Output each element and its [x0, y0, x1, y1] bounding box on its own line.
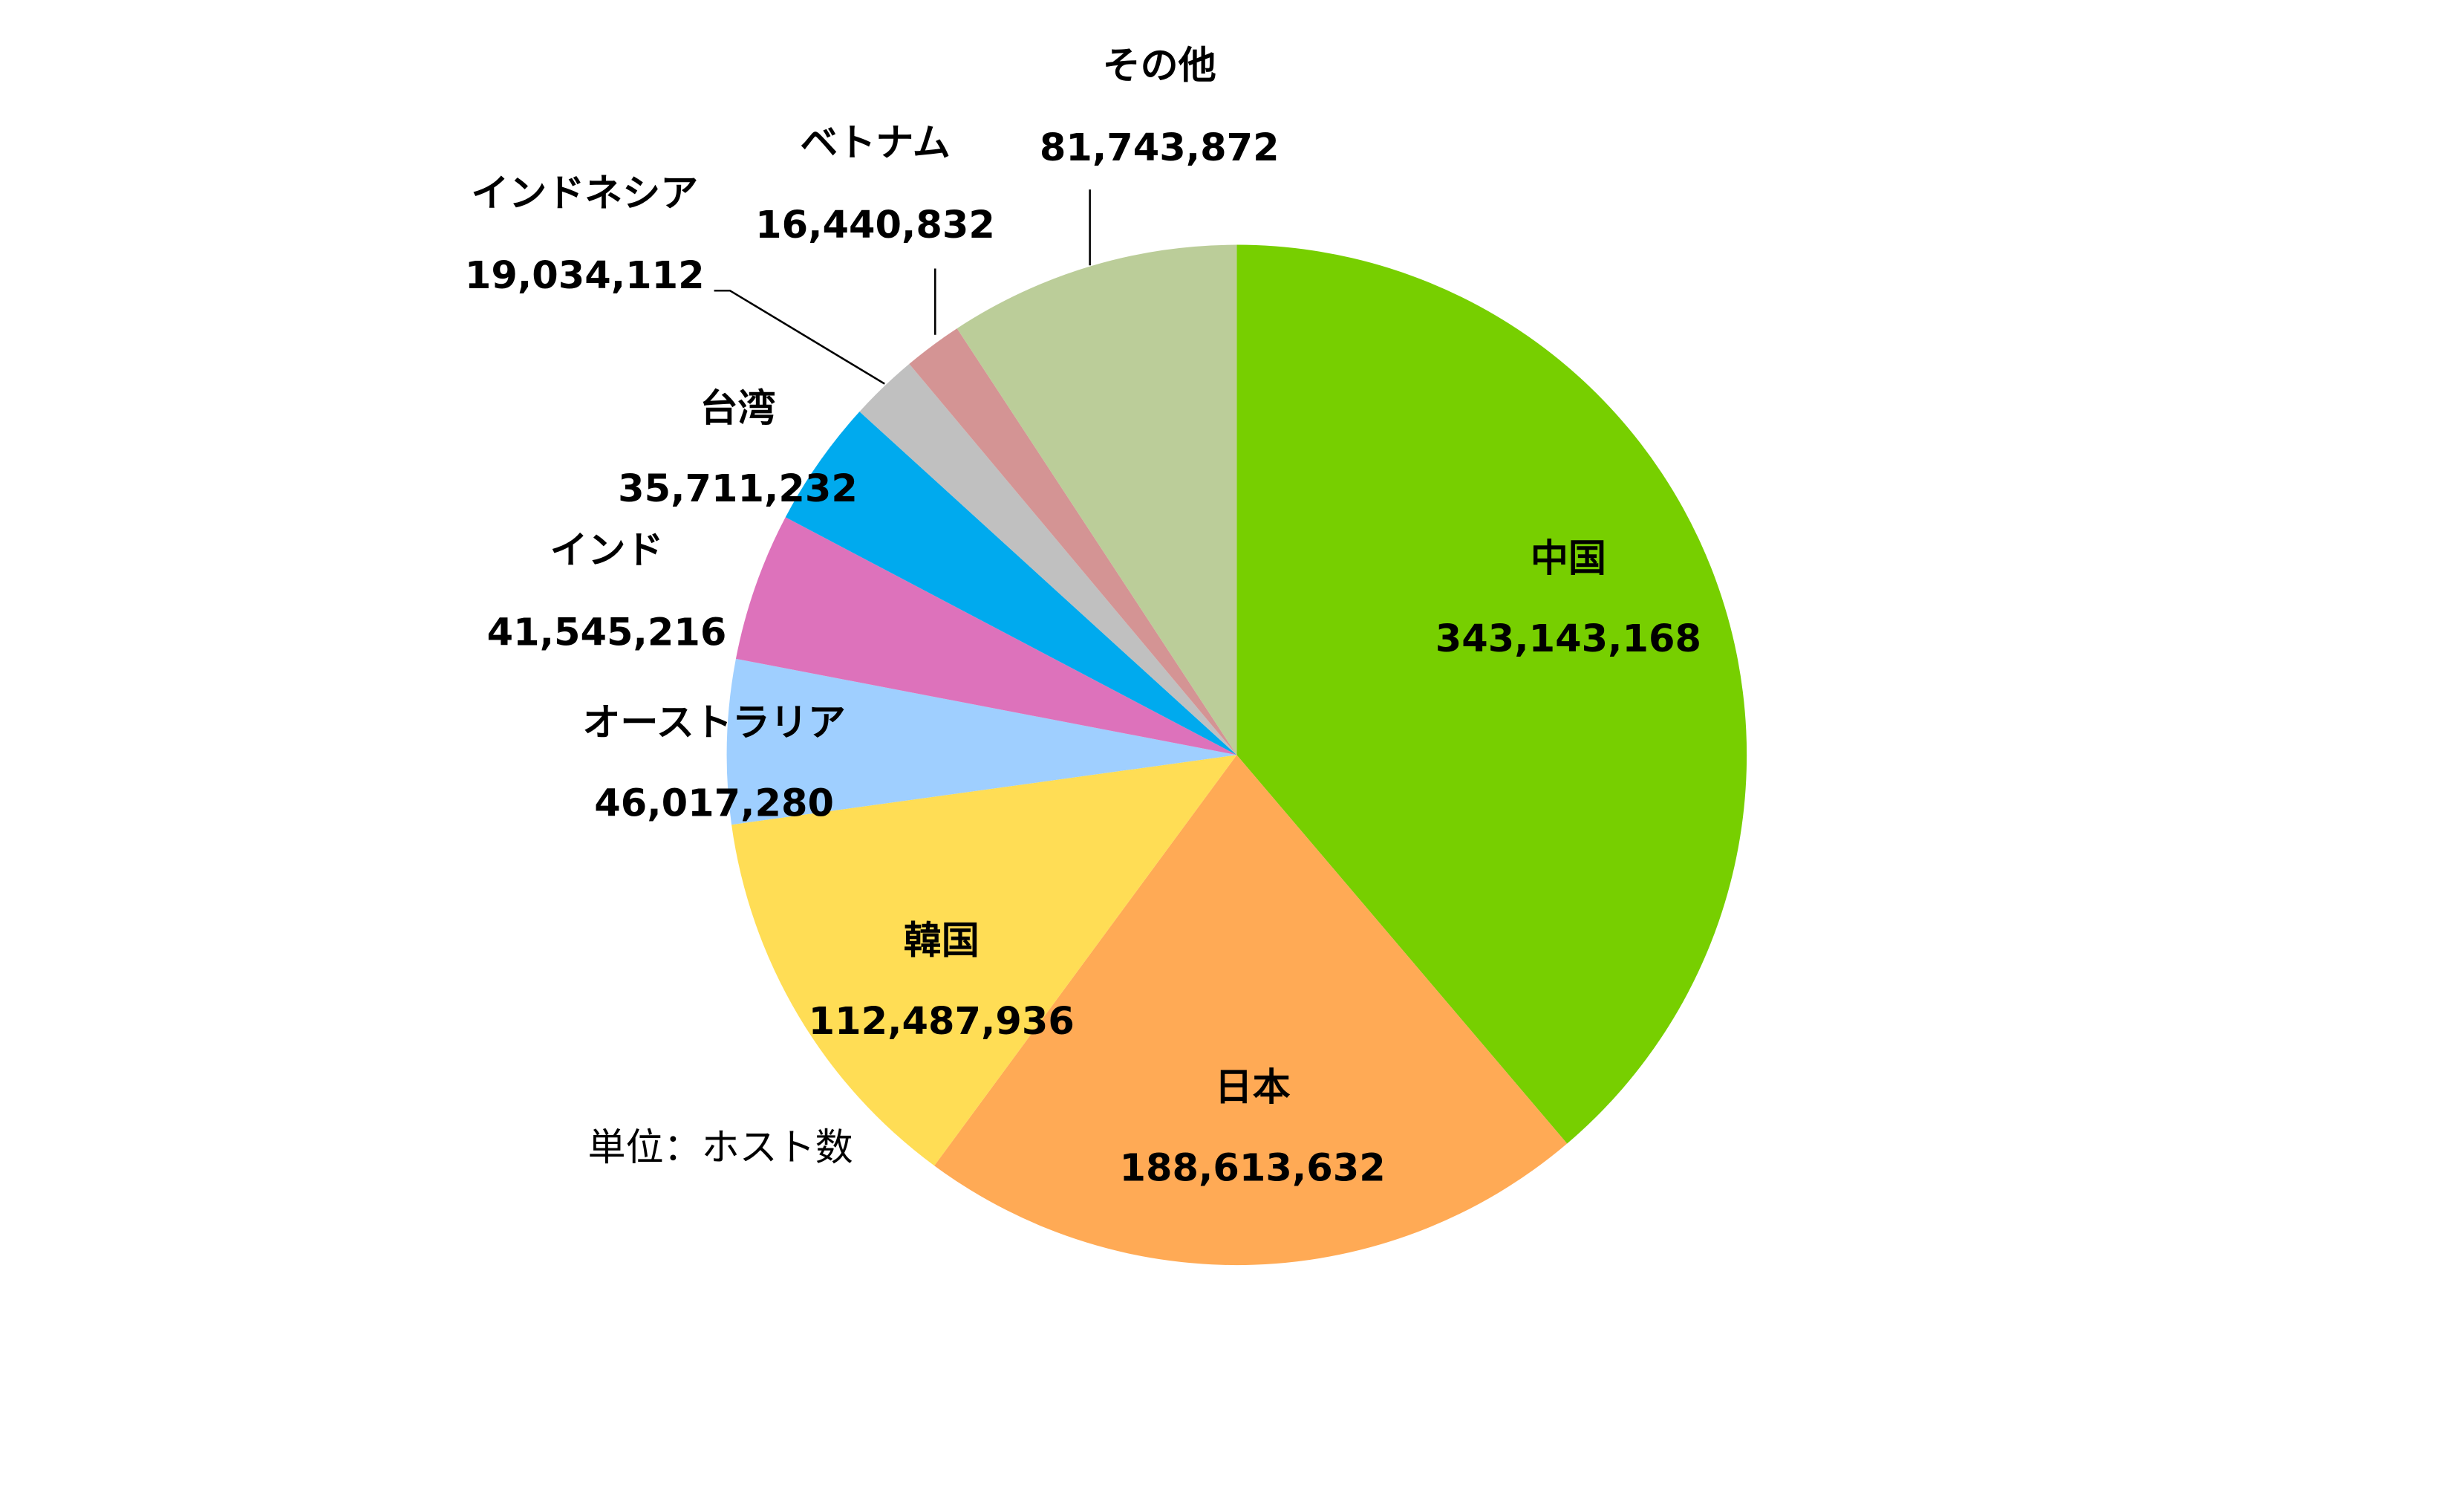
slice-label: 台湾: [700, 387, 775, 431]
value-label: 188,613,632: [1120, 1147, 1386, 1191]
pie-slice: [956, 244, 1237, 755]
value-label: 343,143,168: [1435, 617, 1701, 661]
slice-label: 日本: [1215, 1066, 1291, 1110]
pie-slice: [731, 755, 1237, 1166]
value-label: 35,711,232: [618, 467, 858, 511]
slice-label: インド: [550, 529, 664, 573]
pie-slice: [735, 517, 1237, 755]
pie-slice: [909, 328, 1237, 755]
value-label: 19,034,112: [465, 254, 705, 298]
slice-label: 中国: [1531, 537, 1606, 581]
slice-label: 韓国: [904, 919, 980, 963]
pie-slice: [1236, 244, 1747, 1144]
value-label: 16,440,832: [755, 204, 995, 247]
slice-label: その他: [1103, 44, 1216, 88]
pie: [726, 244, 1747, 1266]
unit-note: 単位：ホスト数: [588, 1126, 853, 1170]
slice-label: オーストラリア: [582, 701, 846, 745]
pie-slice: [859, 363, 1237, 755]
slice-label: ベトナム: [800, 122, 951, 166]
pie-slice: [726, 658, 1237, 825]
value-label: 112,487,936: [809, 1000, 1075, 1044]
value-label: 41,545,216: [487, 611, 727, 655]
value-label: 81,743,872: [1040, 126, 1280, 170]
pie-slice: [785, 412, 1237, 755]
leader-line: [714, 289, 885, 385]
pie-slice: [934, 755, 1568, 1266]
value-label: 46,017,280: [594, 781, 834, 825]
slice-label: インドネシア: [471, 172, 698, 216]
